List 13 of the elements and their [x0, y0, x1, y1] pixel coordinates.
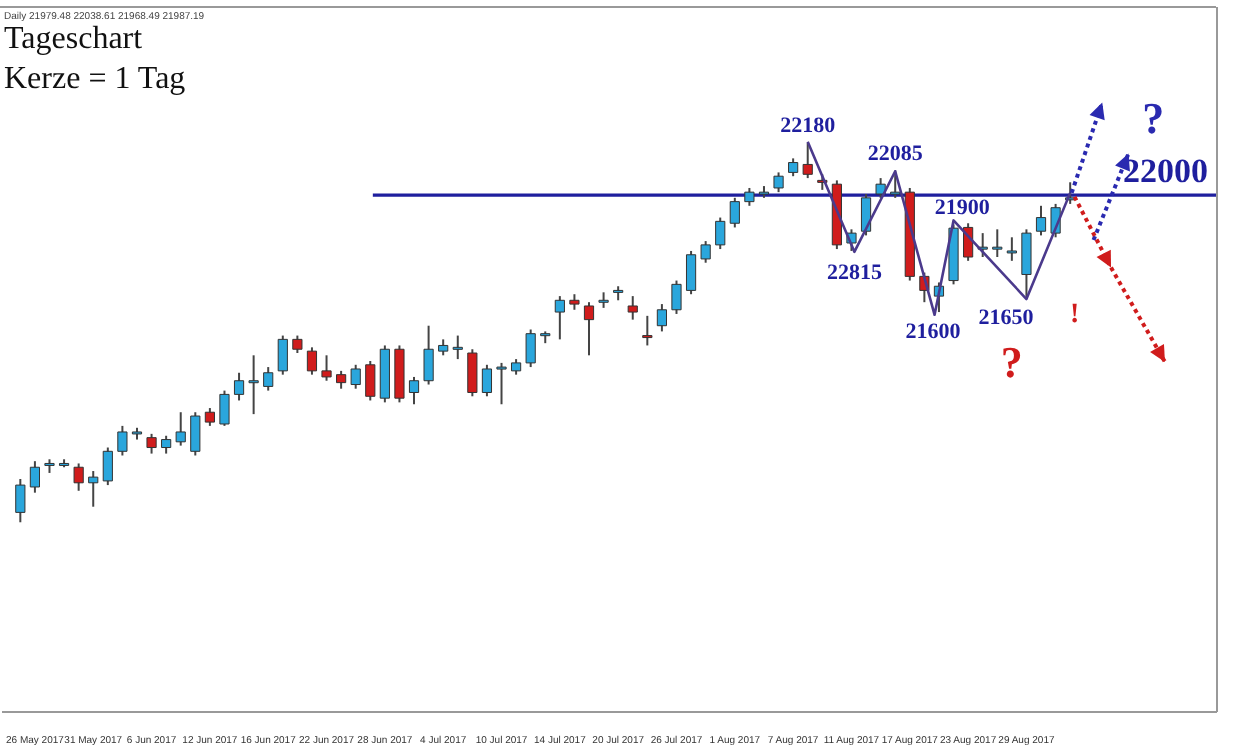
annotation: 22085	[867, 142, 924, 167]
annotation: !	[1069, 300, 1080, 331]
text: ?	[1142, 93, 1165, 144]
chart-subtitle: Kerze = 1 Tag	[4, 62, 186, 98]
candlestick	[146, 432, 157, 455]
annotation: ?	[1000, 337, 1023, 388]
annotation: 21650	[978, 306, 1035, 331]
chart-title: Tageschart	[4, 22, 143, 58]
text: 22000	[1123, 151, 1208, 190]
annotation: 22815	[826, 260, 883, 285]
annotation: 22180	[780, 114, 837, 139]
annotation: 21600	[905, 319, 962, 344]
annotation: 21900	[934, 196, 991, 221]
